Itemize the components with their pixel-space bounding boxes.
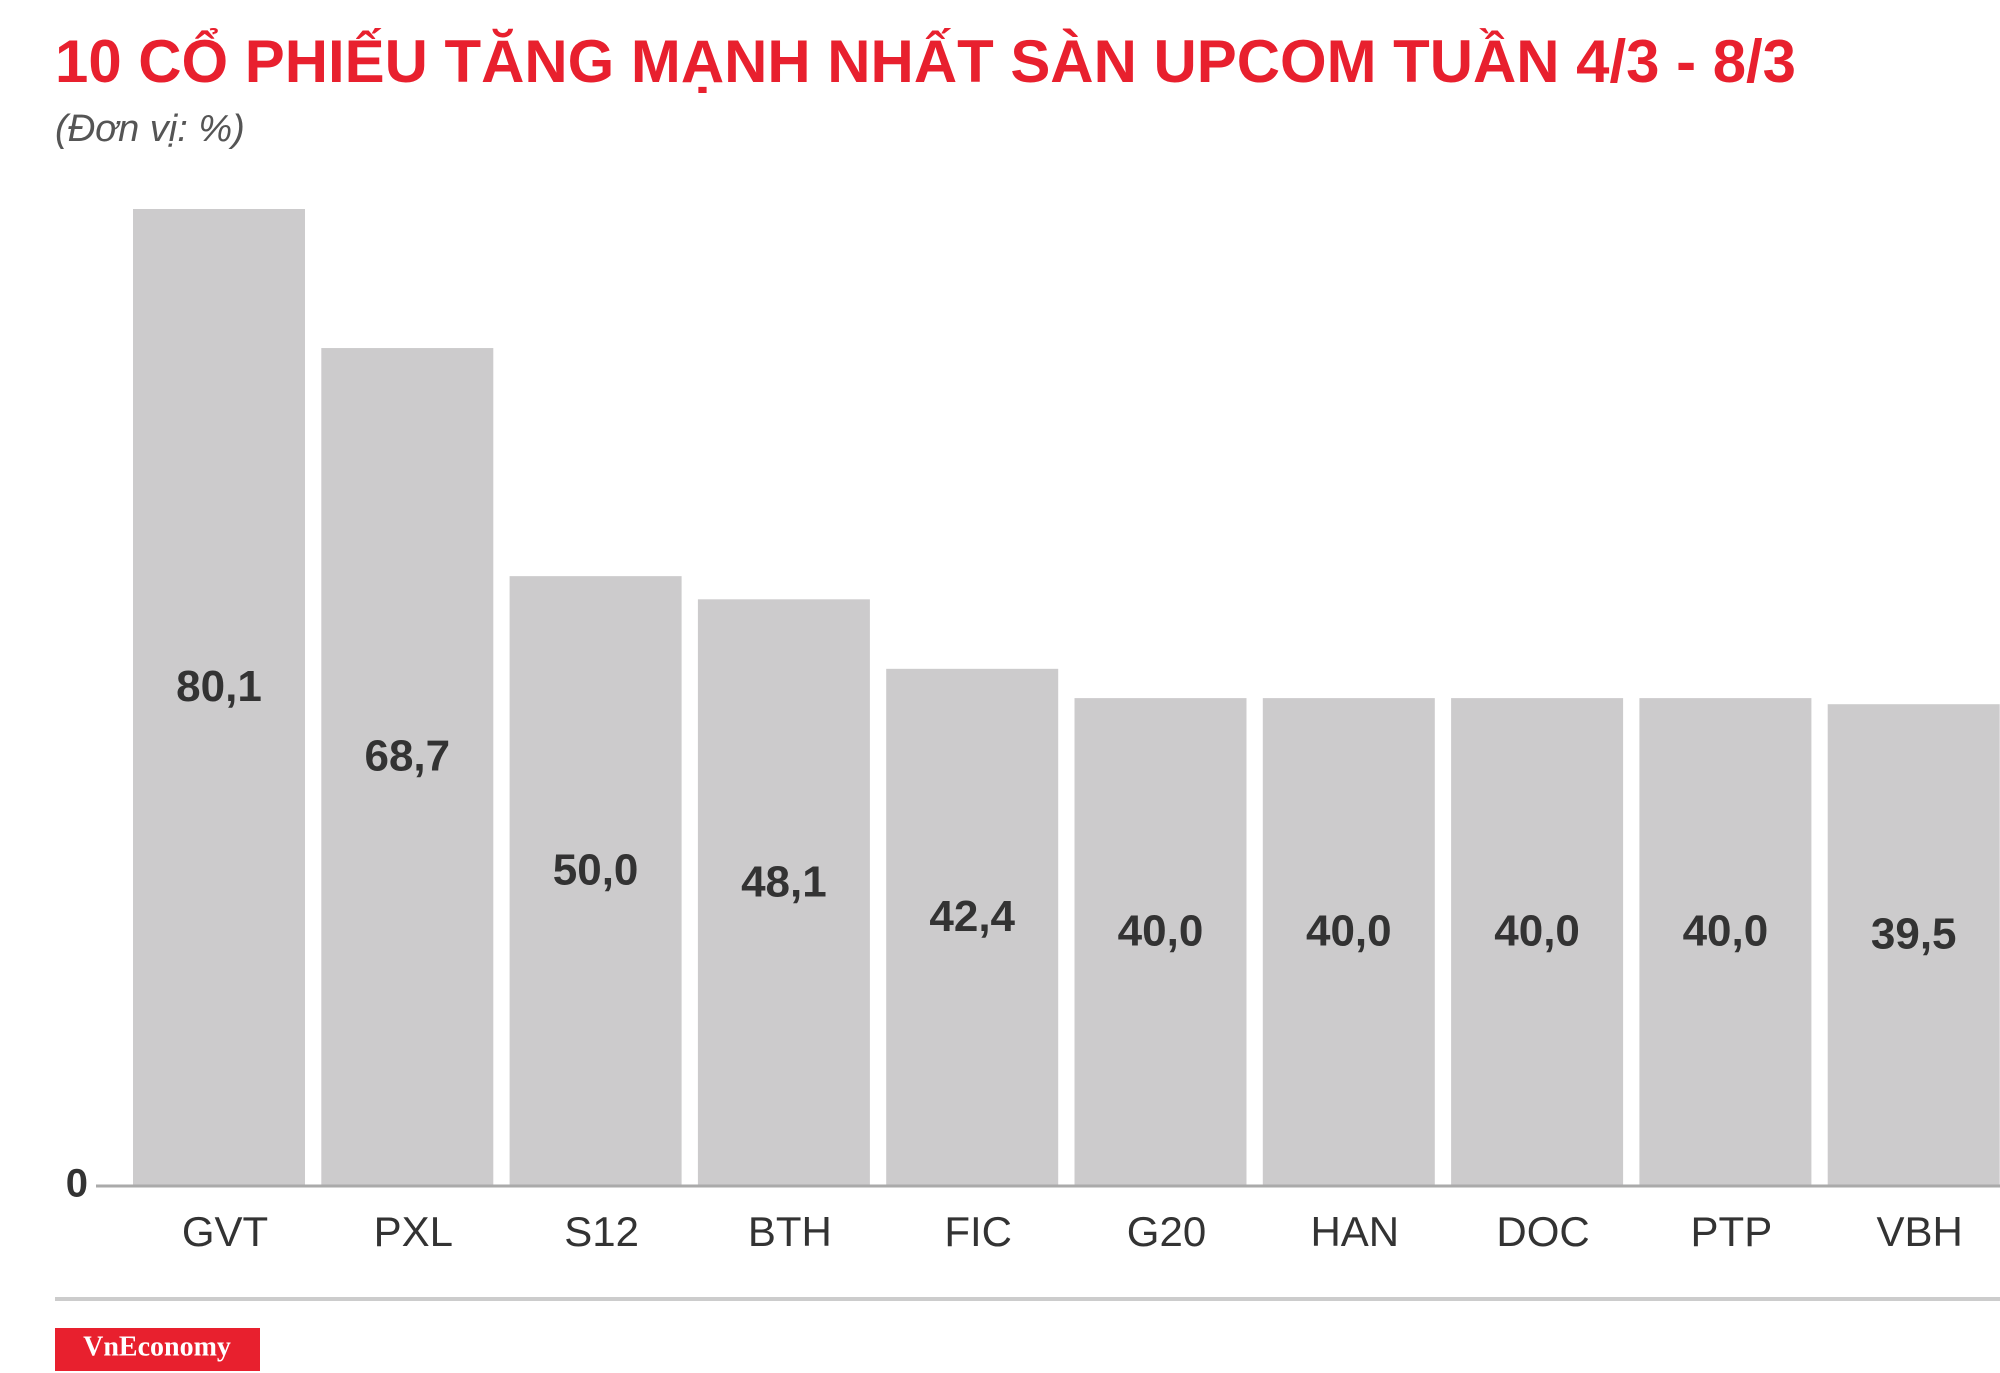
value-label: 68,7 xyxy=(364,732,450,781)
bar xyxy=(886,668,1059,1186)
chart-subtitle: (Đơn vị: %) xyxy=(55,108,245,150)
x-tick-label: BTH xyxy=(748,1208,832,1255)
x-tick-label: FIC xyxy=(944,1208,1012,1255)
x-tick-label: GVT xyxy=(182,1208,268,1255)
x-tick-label: S12 xyxy=(564,1208,639,1255)
x-tick-label: VBH xyxy=(1877,1208,1963,1255)
chart-title: 10 CỔ PHIẾU TĂNG MẠNH NHẤT SÀN UPCOM TUẦ… xyxy=(55,28,1796,95)
y-tick-label: 0 xyxy=(66,1162,88,1206)
x-tick-label: G20 xyxy=(1127,1208,1206,1255)
bar xyxy=(1262,698,1435,1186)
bar xyxy=(1827,704,2000,1186)
brand-box xyxy=(55,1328,260,1371)
value-label: 48,1 xyxy=(741,857,827,906)
bar xyxy=(697,599,870,1186)
value-label: 80,1 xyxy=(176,662,262,711)
x-tick-label: PTP xyxy=(1691,1208,1773,1255)
bar xyxy=(1639,698,1812,1186)
value-label: 50,0 xyxy=(553,846,639,895)
bar xyxy=(321,348,494,1186)
bar xyxy=(133,209,305,1186)
x-tick-label: HAN xyxy=(1310,1208,1399,1255)
value-label: 39,5 xyxy=(1871,910,1957,959)
value-label: 40,0 xyxy=(1306,907,1392,956)
value-label: 42,4 xyxy=(929,892,1015,941)
bar xyxy=(1074,698,1247,1186)
bar xyxy=(509,576,682,1186)
value-label: 40,0 xyxy=(1118,907,1204,956)
brand-logo: VnEconomy xyxy=(83,1331,231,1362)
x-tick-label: PXL xyxy=(374,1208,453,1255)
value-label: 40,0 xyxy=(1494,907,1580,956)
value-label: 40,0 xyxy=(1683,907,1769,956)
bar xyxy=(1451,698,1624,1186)
x-tick-label: DOC xyxy=(1496,1208,1589,1255)
